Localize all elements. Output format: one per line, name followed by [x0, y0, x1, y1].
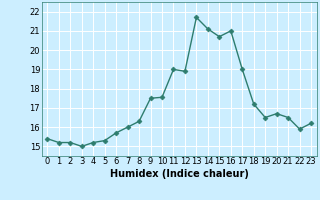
- X-axis label: Humidex (Indice chaleur): Humidex (Indice chaleur): [110, 169, 249, 179]
